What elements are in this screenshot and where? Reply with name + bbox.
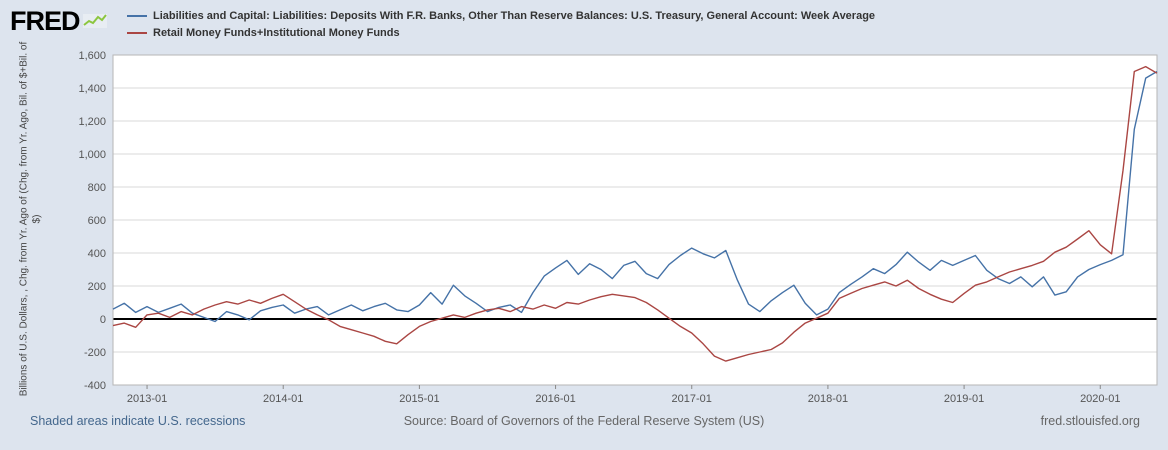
series-line-0 — [112, 70, 1158, 323]
y-tick-label: 1,000 — [78, 149, 106, 161]
y-tick-label: 800 — [88, 182, 106, 194]
x-tick-label: 2014-01 — [263, 393, 303, 405]
y-tick-label: 400 — [88, 248, 106, 260]
y-tick-label: 1,600 — [78, 50, 106, 62]
y-tick-label: 600 — [88, 215, 106, 227]
x-tick-label: 2018-01 — [808, 393, 848, 405]
y-tick-label: 0 — [100, 314, 106, 326]
fred-logo-chart-icon — [82, 12, 109, 35]
y-tick-label: 1,200 — [78, 116, 106, 128]
series-line-1 — [112, 65, 1158, 362]
y-tick-label: -400 — [84, 380, 106, 392]
line-chart[interactable]: -400 -200 0 200 400 600 800 1,000 1,200 1,400 1,60… — [0, 46, 1168, 408]
series-line-swatch-red — [127, 32, 147, 34]
chart-footer: Shaded areas indicate U.S. recessions So… — [0, 414, 1168, 434]
x-tick-label: 2020-01 — [1080, 393, 1120, 405]
fred-site-link[interactable]: fred.stlouisfed.org — [1040, 414, 1140, 428]
fred-logo-text: FRED — [10, 6, 80, 36]
legend-label: Retail Money Funds+Institutional Money F… — [153, 27, 400, 39]
x-tick-label: 2017-01 — [672, 393, 712, 405]
x-tick-label: 2019-01 — [944, 393, 984, 405]
recessions-note-link[interactable]: Shaded areas indicate U.S. recessions — [30, 414, 246, 428]
series-line-swatch-blue — [127, 15, 147, 17]
x-tick-label: 2013-01 — [127, 393, 167, 405]
x-tick-label: 2015-01 — [399, 393, 439, 405]
chart-legend: Liabilities and Capital: Liabilities: De… — [127, 9, 875, 43]
legend-item-money-funds: Retail Money Funds+Institutional Money F… — [127, 26, 875, 40]
fred-logo[interactable]: FRED — [10, 8, 109, 35]
legend-item-treasury: Liabilities and Capital: Liabilities: De… — [127, 9, 875, 23]
y-tick-label: 200 — [88, 281, 106, 293]
legend-label: Liabilities and Capital: Liabilities: De… — [153, 10, 876, 22]
plot-border — [112, 54, 1158, 386]
x-tick-label: 2016-01 — [535, 393, 575, 405]
y-tick-label: 1,400 — [78, 83, 106, 95]
y-tick-label: -200 — [84, 347, 106, 359]
source-text: Source: Board of Governors of the Federa… — [403, 414, 765, 428]
